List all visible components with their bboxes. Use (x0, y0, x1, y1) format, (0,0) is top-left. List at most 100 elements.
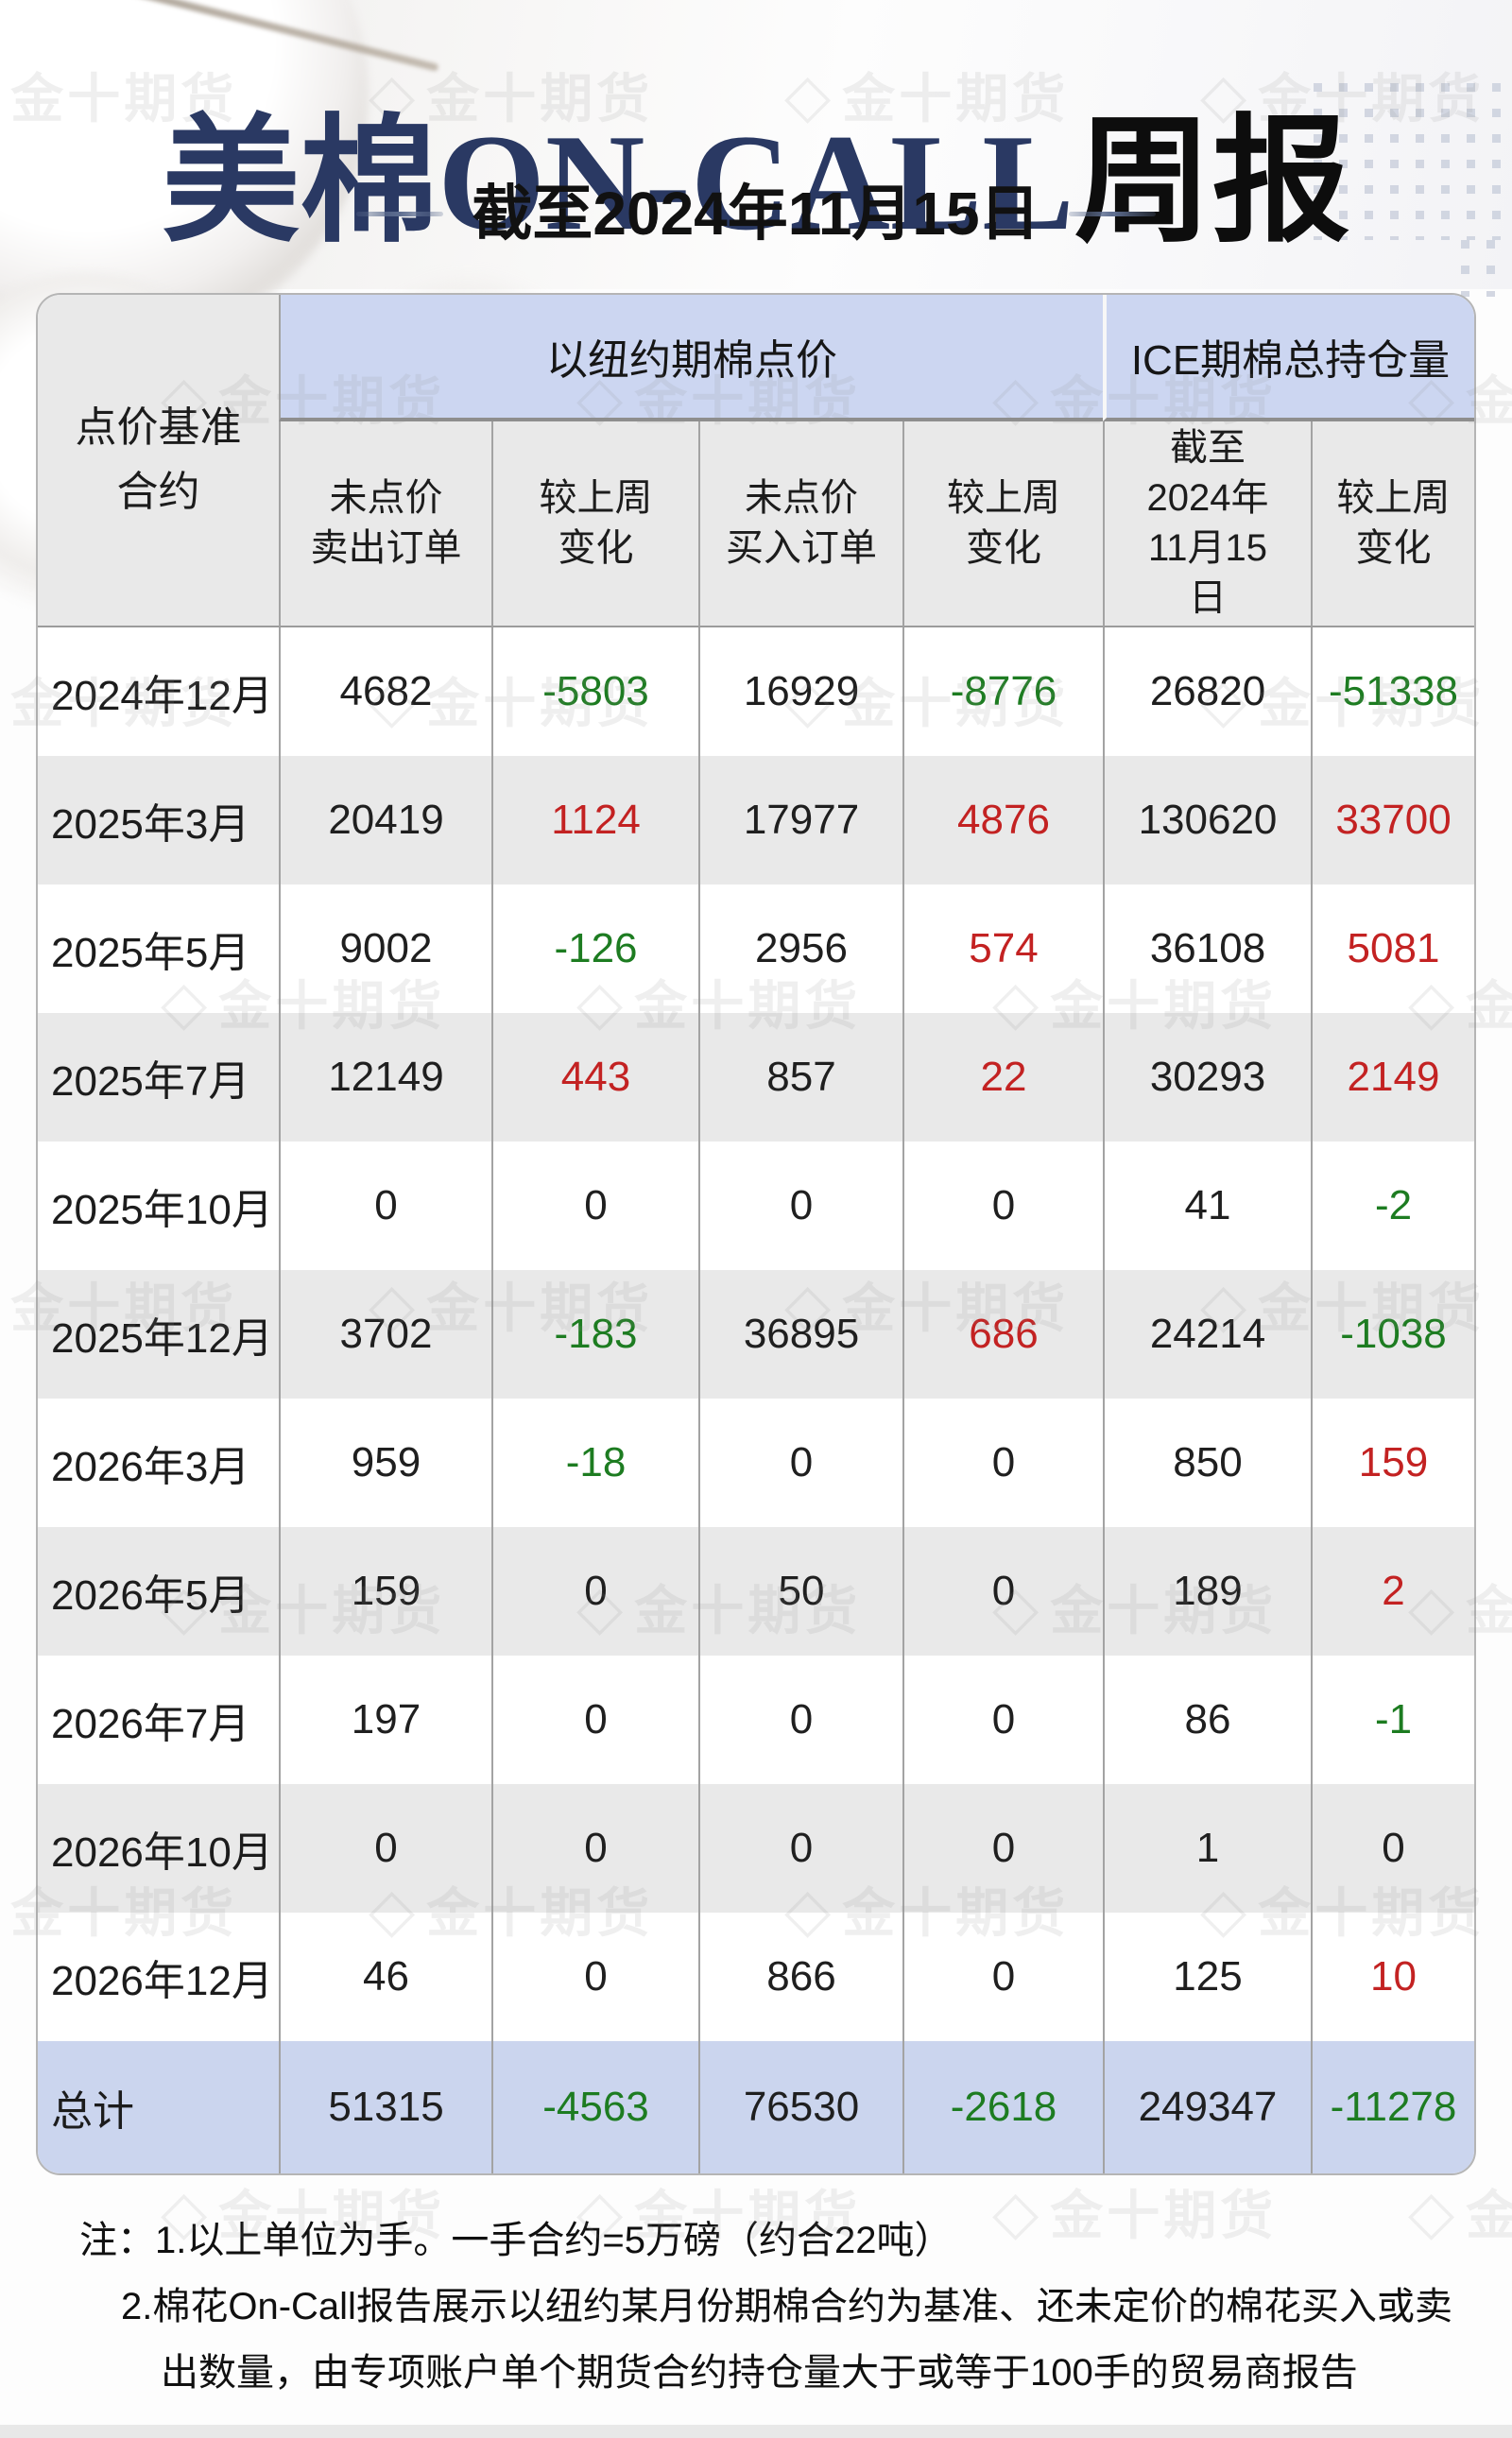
value-cell: 46 (279, 1913, 491, 2041)
cell-value: 16929 (743, 668, 860, 714)
value-cell: 0 (902, 1399, 1103, 1527)
value-cell: 41 (1103, 1142, 1311, 1270)
row-label: 2026年3月 (38, 1399, 279, 1527)
cell-value: 0 (584, 1953, 608, 2000)
cell-value: -1 (1374, 1696, 1413, 1743)
cell-value: 5081 (1347, 925, 1440, 971)
row-label: 2025年5月 (38, 884, 279, 1013)
cell-value: 1 (1195, 1825, 1220, 1871)
cell-value: 12149 (328, 1054, 444, 1100)
value-cell: 159 (1311, 1399, 1474, 1527)
group-header-ice-oi: ICE期棉总持仓量 (1103, 295, 1474, 421)
cell-value: 159 (351, 1568, 421, 1614)
subheader-unpriced-sell: 未点价 卖出订单 (279, 421, 491, 627)
row-label: 2026年7月 (38, 1656, 279, 1784)
cell-value: 0 (991, 1568, 1016, 1614)
value-cell: 3702 (279, 1270, 491, 1399)
cell-value: 959 (351, 1439, 421, 1485)
cell-value: 0 (584, 1568, 608, 1614)
value-cell: 130620 (1103, 756, 1311, 884)
cell-value: 24214 (1149, 1311, 1266, 1357)
subheader-wow-change-2: 较上周 变化 (902, 421, 1103, 627)
value-cell: -126 (491, 884, 698, 1013)
cell-value: 850 (1173, 1439, 1243, 1485)
row-label: 2025年10月 (38, 1142, 279, 1270)
value-cell: 86 (1103, 1656, 1311, 1784)
cell-value: 0 (789, 1182, 814, 1228)
cell-value: -11278 (1330, 2084, 1457, 2130)
subheader-wow-change-3: 较上周 变化 (1311, 421, 1474, 627)
cell-value: 0 (374, 1825, 398, 1871)
cell-value: 0 (584, 1696, 608, 1743)
value-cell: 125 (1103, 1913, 1311, 2041)
value-cell: 0 (491, 1784, 698, 1913)
cell-value: 2956 (755, 925, 848, 971)
value-cell: 0 (902, 1656, 1103, 1784)
oncall-table: 点价基准 合约 以纽约期棉点价 ICE期棉总持仓量 未点价 卖出订单 较上周 变… (36, 293, 1476, 2175)
value-cell: 10 (1311, 1913, 1474, 2041)
subtitle: 截至2024年11月15日 (472, 180, 1040, 248)
cell-value: 0 (789, 1825, 814, 1871)
cell-value: 3702 (339, 1311, 433, 1357)
value-cell: 36895 (698, 1270, 902, 1399)
value-cell: 0 (698, 1142, 902, 1270)
value-cell: 0 (902, 1913, 1103, 2041)
cell-value: 0 (1382, 1825, 1405, 1871)
value-cell: 0 (491, 1656, 698, 1784)
value-cell: -5803 (491, 627, 698, 756)
value-cell: 36108 (1103, 884, 1311, 1013)
value-cell: 4876 (902, 756, 1103, 884)
row-label: 2025年3月 (38, 756, 279, 884)
dot-grid-decoration (1461, 240, 1512, 297)
cell-value: -2618 (950, 2084, 1057, 2130)
value-cell: 26820 (1103, 627, 1311, 756)
cell-value: 36895 (743, 1311, 860, 1357)
cell-value: 26820 (1149, 668, 1266, 714)
corner-header: 点价基准 合约 (38, 295, 279, 627)
value-cell: 159 (279, 1527, 491, 1656)
value-cell: 2 (1311, 1527, 1474, 1656)
cell-value: 0 (789, 1439, 814, 1485)
cell-value: -5803 (542, 668, 649, 714)
cell-value: 0 (584, 1182, 608, 1228)
value-cell: 12149 (279, 1013, 491, 1142)
cell-value: 249347 (1138, 2084, 1278, 2130)
value-cell: 0 (902, 1142, 1103, 1270)
value-cell: -2 (1311, 1142, 1474, 1270)
value-cell: -1 (1311, 1656, 1474, 1784)
value-cell: 850 (1103, 1399, 1311, 1527)
watermark-text: 金十期货 (1466, 2186, 1512, 2245)
note-line-3: 出数量，由专项账户单个期货合约持仓量大于或等于100手的贸易商报告 (161, 2352, 1358, 2394)
value-cell: 1 (1103, 1784, 1311, 1913)
subtitle-left-line (356, 211, 444, 216)
value-cell: 22 (902, 1013, 1103, 1142)
cell-value: 36108 (1149, 925, 1266, 971)
group-header-ny-pricing: 以纽约期棉点价 (279, 295, 1103, 421)
cell-value: 866 (766, 1953, 836, 2000)
value-cell: -8776 (902, 627, 1103, 756)
dot-grid-decoration (1314, 83, 1512, 240)
row-label: 2025年7月 (38, 1013, 279, 1142)
cell-value: 0 (374, 1182, 398, 1228)
note-line-1: 注：1.以上单位为手。一手合约=5万磅（约合22吨） (79, 2220, 953, 2261)
cell-value: 130620 (1138, 797, 1278, 843)
cell-value: 41 (1184, 1182, 1231, 1228)
cell-value: 159 (1358, 1439, 1429, 1485)
row-label: 2026年10月 (38, 1784, 279, 1913)
cell-value: 4876 (957, 797, 1050, 843)
cell-value: 76530 (743, 2084, 860, 2130)
bottom-strip (0, 2425, 1512, 2438)
cell-value: -183 (554, 1311, 638, 1357)
value-cell: 16929 (698, 627, 902, 756)
cell-value: 0 (789, 1696, 814, 1743)
cell-value: 197 (351, 1696, 421, 1743)
value-cell: 0 (902, 1784, 1103, 1913)
value-cell: 0 (279, 1784, 491, 1913)
value-cell: 0 (279, 1142, 491, 1270)
total-value-cell: 51315 (279, 2041, 491, 2173)
cell-value: -4563 (542, 2084, 649, 2130)
cell-value: -18 (565, 1439, 627, 1485)
value-cell: -1038 (1311, 1270, 1474, 1399)
value-cell: 0 (698, 1784, 902, 1913)
total-value-cell: 76530 (698, 2041, 902, 2173)
